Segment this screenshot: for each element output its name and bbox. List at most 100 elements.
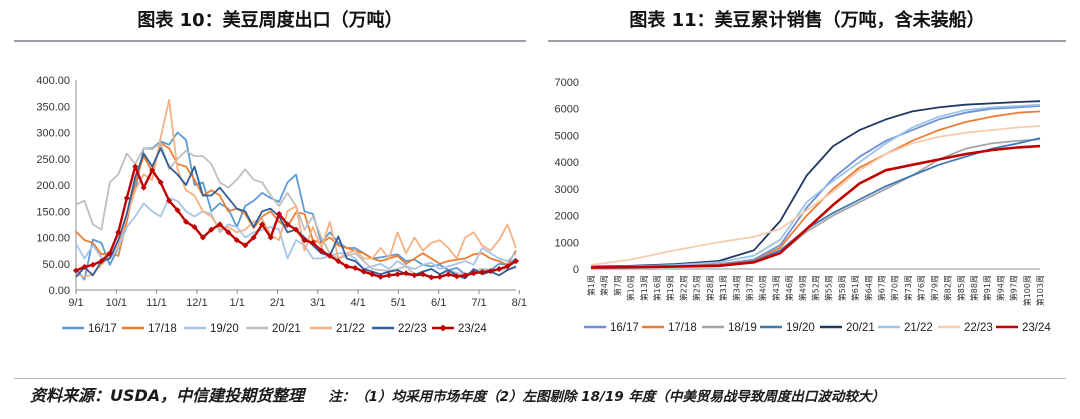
data-point-marker xyxy=(504,263,511,270)
y-tick-label: 3000 xyxy=(555,184,579,196)
x-tick-label: 5/1 xyxy=(391,297,406,309)
data-point-marker xyxy=(183,218,189,225)
y-tick-label: 150.00 xyxy=(36,206,70,218)
chart-title-weekly-exports: 图表 10：美豆周度出口（万吨） xyxy=(137,10,403,31)
x-tick-label: 第22周 xyxy=(678,275,688,301)
x-tick-label: 第10周 xyxy=(626,275,636,301)
data-point-marker xyxy=(343,263,350,270)
x-tick-label: 第85周 xyxy=(956,275,966,301)
data-point-marker xyxy=(140,184,147,191)
y-tick-label: 250.00 xyxy=(36,154,70,166)
footer-divider xyxy=(14,378,1066,379)
y-tick-label: 350.00 xyxy=(36,101,70,113)
x-tick-label: 第67周 xyxy=(877,275,887,301)
data-point-marker xyxy=(369,271,376,278)
data-point-marker xyxy=(445,271,452,278)
data-point-marker xyxy=(479,269,486,276)
title-underline-right xyxy=(548,40,1066,42)
x-tick-label: 4/1 xyxy=(350,297,365,309)
x-tick-label: 第55周 xyxy=(824,275,834,301)
footer: 资料来源：USDA，中信建投期货整理 注：（1）均采用市场年度（2）左图剔除 18… xyxy=(30,382,885,410)
data-point-marker xyxy=(98,258,105,265)
data-point-marker xyxy=(216,221,223,228)
legend-label: 22/23 xyxy=(398,323,427,335)
x-tick-label: 第88周 xyxy=(969,275,979,301)
y-tick-label: 2000 xyxy=(555,211,579,223)
x-tick-label: 第82周 xyxy=(943,275,953,301)
data-point-marker xyxy=(250,234,257,241)
x-tick-label: 第91周 xyxy=(982,275,992,301)
x-tick-label: 第49周 xyxy=(797,275,807,301)
data-point-marker xyxy=(436,273,443,280)
x-tick-label: 9/1 xyxy=(68,297,83,309)
data-point-marker xyxy=(403,270,409,277)
x-tick-label: 第31周 xyxy=(718,275,728,301)
x-tick-label: 第61周 xyxy=(850,275,860,301)
x-tick-label: 第16周 xyxy=(652,275,662,301)
data-point-marker xyxy=(242,242,249,249)
y-tick-label: 200.00 xyxy=(36,180,70,192)
data-point-marker xyxy=(191,224,198,230)
series-line-19-20 xyxy=(75,197,517,270)
data-point-marker xyxy=(462,272,469,279)
legend-label: 17/18 xyxy=(668,322,697,334)
data-point-marker xyxy=(166,197,173,204)
data-point-marker xyxy=(428,274,435,281)
source-note: 资料来源：USDA，中信建投期货整理 xyxy=(30,386,305,405)
legend-label: 23/24 xyxy=(1022,322,1051,334)
x-tick-label: 第73周 xyxy=(903,275,913,301)
x-tick-label: 第64周 xyxy=(863,275,873,301)
x-tick-label: 第58周 xyxy=(837,275,847,301)
legend-label: 23/24 xyxy=(458,323,487,335)
x-tick-label: 第52周 xyxy=(811,275,821,301)
data-point-marker xyxy=(419,271,426,278)
legend-label: 21/22 xyxy=(904,322,933,334)
x-tick-label: 第7周 xyxy=(612,275,622,296)
x-tick-label: 10/1 xyxy=(106,297,127,309)
x-tick-label: 8/1 xyxy=(512,297,527,309)
data-point-marker xyxy=(411,272,418,279)
y-tick-label: 300.00 xyxy=(36,128,70,140)
data-point-marker xyxy=(352,264,359,271)
x-tick-label: 第19周 xyxy=(665,275,675,301)
x-tick-label: 第100周 xyxy=(1022,275,1032,306)
data-point-marker xyxy=(73,267,79,274)
series-line-20-21 xyxy=(590,100,1041,268)
x-tick-label: 第46周 xyxy=(784,275,794,301)
y-tick-label: 1000 xyxy=(555,237,579,249)
data-point-marker xyxy=(106,250,113,257)
data-point-marker xyxy=(276,210,283,217)
x-tick-label: 第25周 xyxy=(692,275,702,301)
series-line-23-24 xyxy=(590,144,1041,269)
data-point-marker xyxy=(326,252,333,259)
x-tick-label: 第28周 xyxy=(705,275,715,301)
data-point-marker xyxy=(470,270,477,277)
x-tick-label: 7/1 xyxy=(471,297,486,309)
data-point-marker xyxy=(115,229,122,236)
x-tick-label: 第43周 xyxy=(771,275,781,301)
x-tick-label: 3/1 xyxy=(310,297,325,309)
series-line-17-18 xyxy=(590,110,1041,268)
legend-label: 19/20 xyxy=(786,322,815,334)
legend-label: 16/17 xyxy=(610,322,639,334)
data-point-marker xyxy=(81,263,88,270)
legend-label: 22/23 xyxy=(964,322,993,334)
data-point-marker xyxy=(394,271,401,278)
data-point-marker xyxy=(453,273,460,280)
data-point-marker xyxy=(259,221,266,228)
x-tick-label: 第4周 xyxy=(599,275,609,296)
title-underline-left xyxy=(14,40,526,42)
legend-label: 20/21 xyxy=(272,323,301,335)
x-tick-label: 第37周 xyxy=(744,275,754,301)
y-tick-label: 0.00 xyxy=(49,285,70,297)
data-point-marker xyxy=(309,239,316,246)
data-point-marker xyxy=(149,167,156,174)
data-point-marker xyxy=(487,268,494,275)
legend-label: 18/19 xyxy=(728,322,757,334)
series-line-16-17 xyxy=(590,105,1041,268)
chart-title-cumulative-sales: 图表 11：美豆累计销售（万吨，含未装船） xyxy=(629,10,985,31)
data-point-marker xyxy=(360,268,367,275)
legend-label: 21/22 xyxy=(336,323,365,335)
